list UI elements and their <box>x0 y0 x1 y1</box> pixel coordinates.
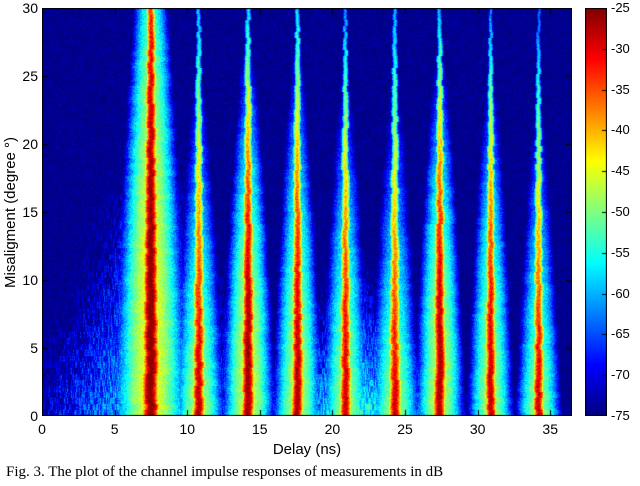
x-tick-label: 30 <box>469 421 486 437</box>
x-tick-label: 15 <box>252 421 268 437</box>
x-tick-label: 25 <box>397 421 413 437</box>
y-axis-label: Misaligment (degree °) <box>2 136 19 288</box>
colorbar-tick-label: -35 <box>611 81 630 97</box>
colorbar-tick-label: -40 <box>611 122 630 138</box>
colorbar-tick-label: -75 <box>611 408 630 423</box>
colorbar-tick-label: -60 <box>611 285 630 301</box>
colorbar-tick-label: -45 <box>611 163 630 179</box>
colorbar-tick-label: -50 <box>611 204 630 219</box>
colorbar-tick-label: -25 <box>611 0 630 15</box>
x-tick-label: 20 <box>324 421 341 437</box>
x-tick-label: 10 <box>179 421 195 437</box>
colorbar <box>585 8 607 416</box>
x-tick-label: 35 <box>542 421 559 437</box>
x-tick-label: 0 <box>38 421 46 437</box>
x-axis-label: Delay (ns) <box>272 441 342 458</box>
colorbar-tick-label: -70 <box>611 367 630 383</box>
colorbar-tick-label: -30 <box>611 40 630 56</box>
figure-caption: Fig. 3. The plot of the channel impulse … <box>6 464 444 480</box>
heatmap-plot <box>42 8 572 416</box>
colorbar-tick-label: -65 <box>611 326 630 342</box>
colorbar-tick-label: -55 <box>611 244 630 260</box>
x-tick-label: 5 <box>110 421 119 437</box>
